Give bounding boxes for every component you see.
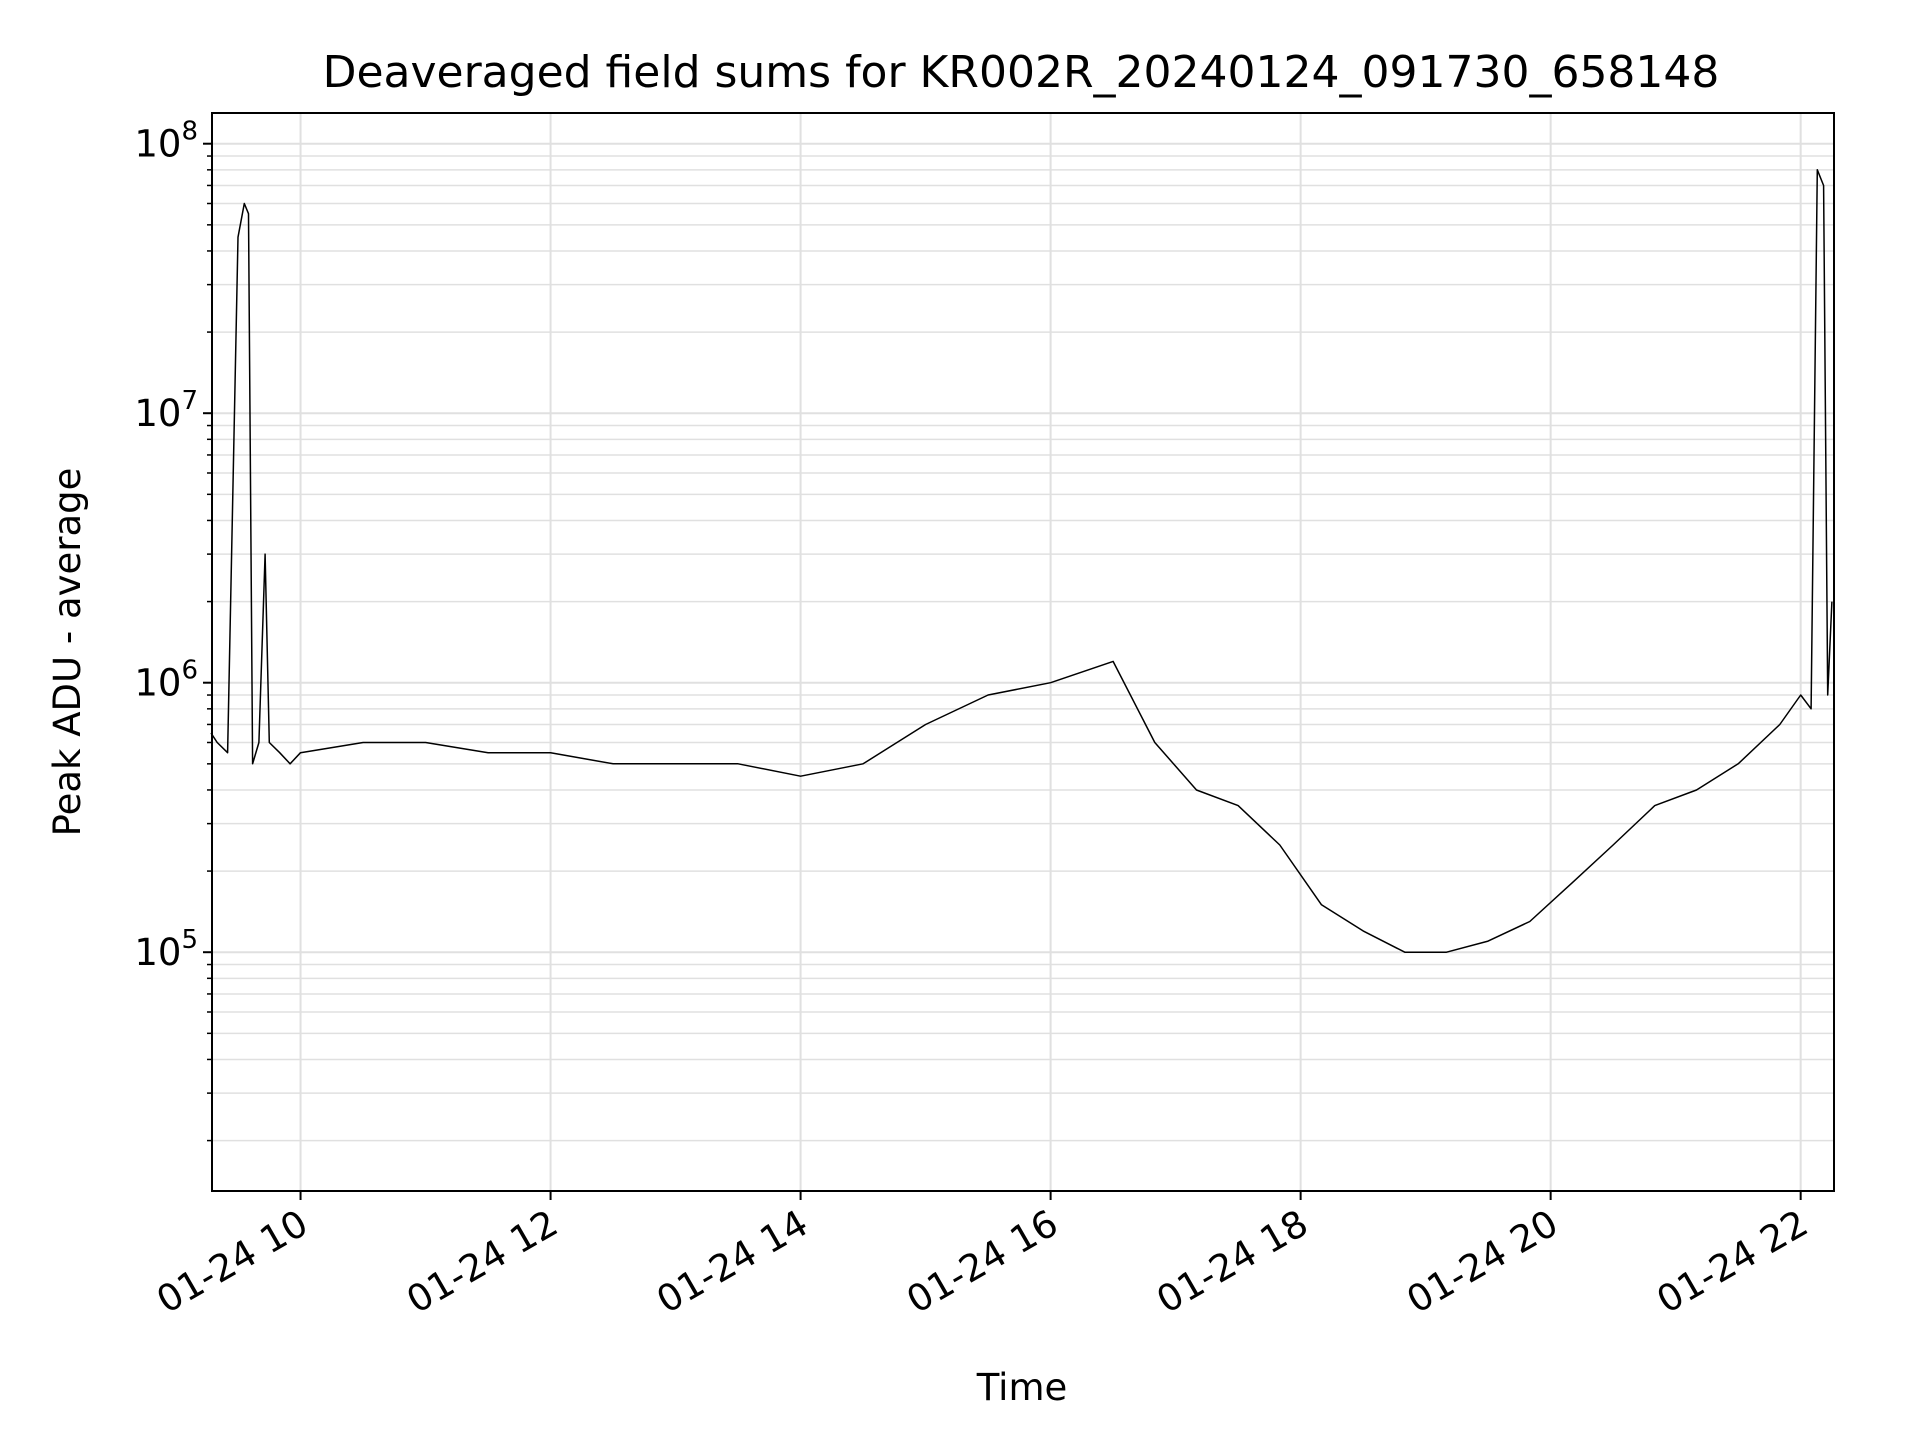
- y-tick-label: 105: [134, 925, 198, 974]
- x-axis-label: Time: [976, 1366, 1068, 1409]
- data-line: [210, 169, 1833, 953]
- y-tick-label: 107: [134, 386, 198, 435]
- y-axis-label: Peak ADU - average: [46, 468, 89, 837]
- plot-frame: [211, 112, 1835, 1192]
- chart-title: Deaveraged field sums for KR002R_2024012…: [323, 47, 1720, 98]
- y-tick-label: 108: [134, 117, 198, 166]
- y-tick-label: 106: [134, 656, 198, 705]
- y-axis-ticks: 105 106 107 108: [134, 117, 212, 1142]
- grid-lines: [212, 113, 1834, 1191]
- data-series: [210, 169, 1833, 953]
